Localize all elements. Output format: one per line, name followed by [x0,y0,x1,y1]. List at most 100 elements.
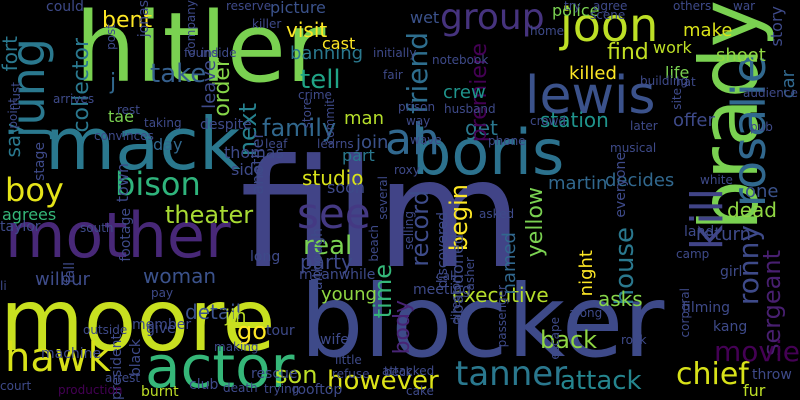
word-burnt: burnt [141,384,179,400]
word-others: others [673,0,712,13]
word-decides: decides [605,170,675,191]
word-give: give [146,321,176,337]
word-audience: audience [743,86,798,100]
word-convinces: convinces [94,129,154,143]
word-roxy: roxy [394,163,420,177]
word-hawk: hawk [5,335,111,381]
word-banning: banning [290,43,364,64]
word-bison: bison [115,165,201,203]
word-making: making [214,340,259,354]
word-death: death [223,381,258,395]
word-lewis: lewis [525,66,656,126]
word-asked: asked [479,207,515,221]
word-fur: fur [743,381,766,400]
word-party: party [300,250,353,274]
word-blocker: blocker [300,263,665,380]
word-stage: stage [32,142,48,181]
word-beck: beck [384,365,413,379]
word-notebook: notebook [432,53,489,67]
word-police: police [552,1,600,20]
word-prison: prison [398,100,436,114]
word-martin: martin [548,173,608,194]
word-fort: fort [0,36,22,72]
word-member: member [132,317,192,333]
word-rock: rock [621,333,647,347]
word-bent: bent [102,8,153,33]
word-kang: kang [713,319,748,335]
word-wife: wife [320,332,349,348]
word-passenger: passenger [495,285,509,348]
word-take: take [150,59,207,89]
word-site: site [670,88,684,110]
word-director: director [449,278,463,325]
word-rooftop: rooftop [292,382,343,398]
word-several: several [376,176,390,220]
word-cast: cast [322,34,356,53]
word-court: court [0,379,32,393]
word-land: land [684,224,715,240]
word-wilbur: wilbur [35,269,90,290]
word-thomas: thomas [224,143,284,162]
word-woman: woman [143,264,217,288]
word-hitler: hitler [75,0,326,104]
word-back: back [540,326,598,354]
word-one: one [745,181,779,202]
word-production: production [58,383,123,397]
word-offer: offer [673,110,715,131]
word-return: return [696,224,752,245]
word-musical: musical [610,141,657,155]
word-footage: footage [118,208,134,262]
word-join: join [356,132,389,153]
word-tae: tae [108,107,134,126]
word-pub: pub [750,120,773,134]
word-however: however [327,366,439,396]
word-shoot: shoot [716,45,766,66]
word-killer: killer [252,17,282,31]
word-crowd: crowd [530,114,567,128]
word-machine: machine [41,346,102,362]
word-selling: selling [402,211,416,250]
word-jin: jin [225,306,247,327]
word-post: post [104,24,118,50]
word-make: make [683,20,733,41]
word-agree: agree [593,0,628,13]
word-asks: asks [598,287,643,311]
word-studio: studio [302,166,364,190]
word-boy: boy [5,171,64,209]
word-learns: learns [317,137,354,151]
word-long: long [250,249,281,265]
word-movie: movie [714,335,800,368]
word-son: son [275,361,318,389]
word-although: although [310,228,326,291]
word-crime: crime [298,88,332,102]
word-man: man [344,108,384,129]
word-phone: phone [488,134,526,148]
word-rescue: rescue [251,366,298,382]
word-li: li [0,279,7,293]
word-refuse: refuse [332,367,370,381]
word-war: war [733,0,756,13]
word-side: side [231,160,264,179]
word-young: young [321,284,377,305]
word-detail: detail [185,300,242,324]
word-see: see [297,189,371,238]
word-try: try [564,0,581,13]
word-night: night [576,250,597,297]
word-collector: collector [69,38,94,133]
word-station: station [540,108,609,132]
word-attacked: attacked [382,364,435,378]
word-joon: joon [560,0,659,52]
word-jonas: jonas [136,0,152,38]
word-could: could [46,0,84,15]
word-asher: asher [463,257,477,291]
word-husband: husband [444,102,496,116]
word-family: family [262,114,337,142]
word-theater: theater [165,201,254,229]
word-chief: chief [676,357,749,392]
word-picture: picture [270,0,326,17]
word-arrest: arrest [105,371,141,385]
word-yellow: yellow [523,187,548,258]
word-despite: despite [200,117,252,133]
word-day: day [153,135,183,154]
